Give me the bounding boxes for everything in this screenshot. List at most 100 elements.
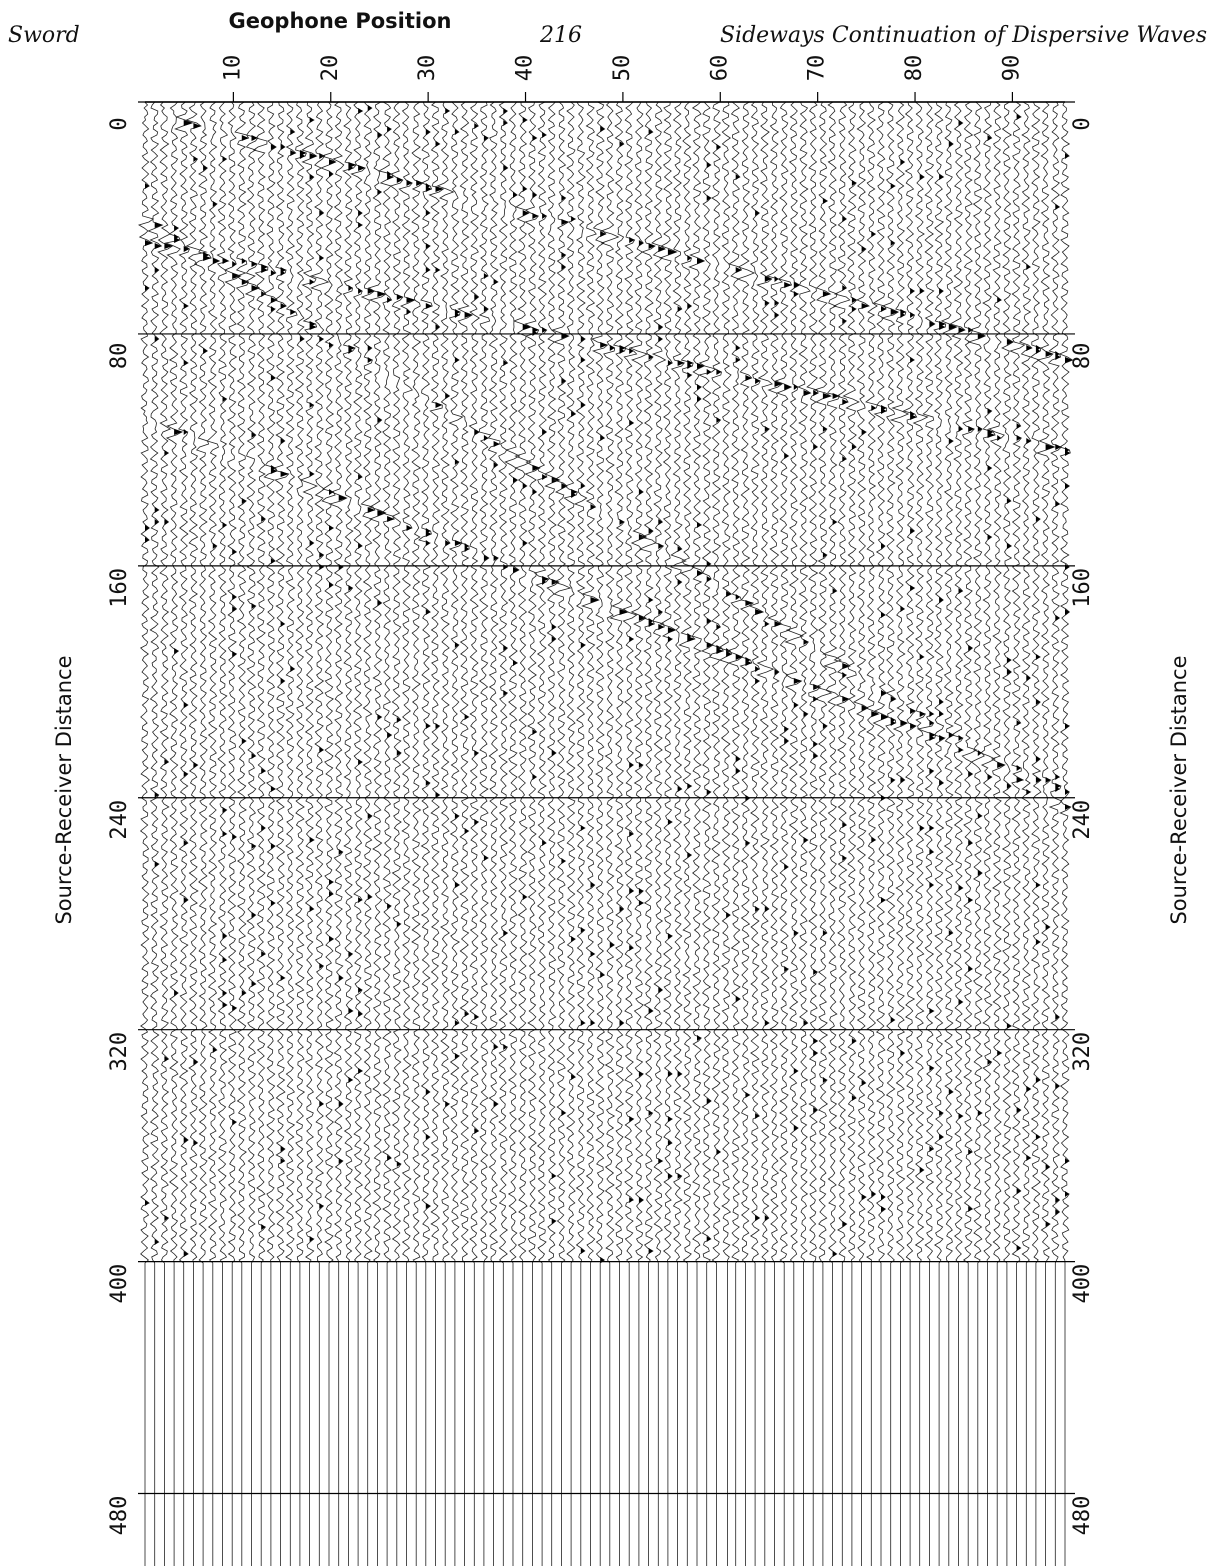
trace-fill [987,135,996,1065]
trace-fill [658,246,666,1164]
trace-fill [813,390,821,1113]
trace [174,101,194,1566]
trace-fill [454,129,462,1059]
trace [328,101,348,1566]
trace [487,101,501,1566]
trace [319,101,337,1566]
trace [725,101,744,1566]
trace-fill [784,282,792,972]
trace-fill [910,288,917,729]
trace [940,101,958,1566]
trace [902,101,918,1566]
trace [524,101,541,1566]
trace-fill [377,132,386,720]
trace-fill [387,126,395,1161]
trace-fill [580,336,586,1254]
y-tick-label-right: 80 [1070,343,1095,370]
x-tick-label: 70 [805,55,830,82]
trace-fill [1026,264,1032,1161]
trace [658,101,678,1566]
trace-fill [416,180,423,186]
trace [512,101,533,1566]
y-tick-label-right: 160 [1070,568,1095,608]
trace-fill [929,321,936,1152]
trace [309,101,330,1566]
trace-fill [551,477,560,1224]
x-tick-label: 30 [415,55,440,82]
trace [669,101,687,1566]
trace-fill [348,162,357,1083]
trace [1029,101,1042,1566]
trace [378,101,395,1566]
trace [590,101,609,1566]
trace-fill [571,216,578,1080]
trace-fill [532,135,540,780]
trace [223,101,242,1566]
trace [916,101,937,1566]
y-tick-label: 320 [107,1032,132,1072]
trace [638,101,657,1566]
trace-fill [638,240,647,1203]
trace [273,101,290,1566]
trace [299,101,318,1566]
running-title: Sideways Continuation of Dispersive Wave… [720,23,1207,48]
trace-fill [309,117,317,1242]
trace [832,101,851,1566]
trace [448,101,464,1566]
trace [164,101,184,1566]
x-tick-label: 40 [513,55,538,82]
trace [1047,101,1063,1566]
x-tick-label: 60 [707,55,732,82]
trace-fill [648,129,655,1254]
trace [350,101,366,1566]
trace-fill [542,132,549,846]
trace [533,101,550,1566]
trace [206,101,221,1566]
trace [853,101,870,1566]
trace [880,101,900,1566]
trace [812,101,833,1566]
trace-fill [764,276,772,1221]
y-tick-label: 80 [107,343,132,370]
trace-fill [997,297,1005,1056]
trace [147,101,164,1566]
y-tick-label-right: 0 [1070,117,1095,130]
trace [478,101,492,1566]
y-tick-label-right: 480 [1070,1496,1095,1536]
trace [609,101,630,1566]
trace [912,101,929,1566]
x-tick-label: 20 [318,55,343,82]
y-axis-title-right: Source-Receiver Distance [1167,655,1191,924]
trace [360,101,376,1566]
trace-fill [1035,345,1041,1140]
trace [1018,101,1033,1566]
trace [889,101,910,1566]
trace-fill [881,306,889,1212]
trace [628,101,649,1566]
trace [717,101,733,1566]
trace [678,101,696,1566]
trace-fill [1016,114,1024,1251]
trace-fill [861,246,869,1200]
trace [949,101,966,1566]
trace [842,101,860,1566]
trace-fill [474,123,480,1134]
trace [933,101,947,1566]
trace [697,101,717,1566]
trace [774,101,793,1566]
trace [864,101,880,1566]
trace [581,101,600,1566]
page-number: 216 [539,23,582,48]
trace [193,101,212,1566]
trace-fill [493,279,500,1107]
trace-fill [513,192,519,666]
trace [563,101,578,1566]
y-tick-label: 0 [107,117,132,130]
trace [157,101,174,1566]
trace [748,101,765,1566]
trace-fill [900,159,908,1056]
trace-fill [871,231,879,1197]
trace [1035,101,1056,1566]
